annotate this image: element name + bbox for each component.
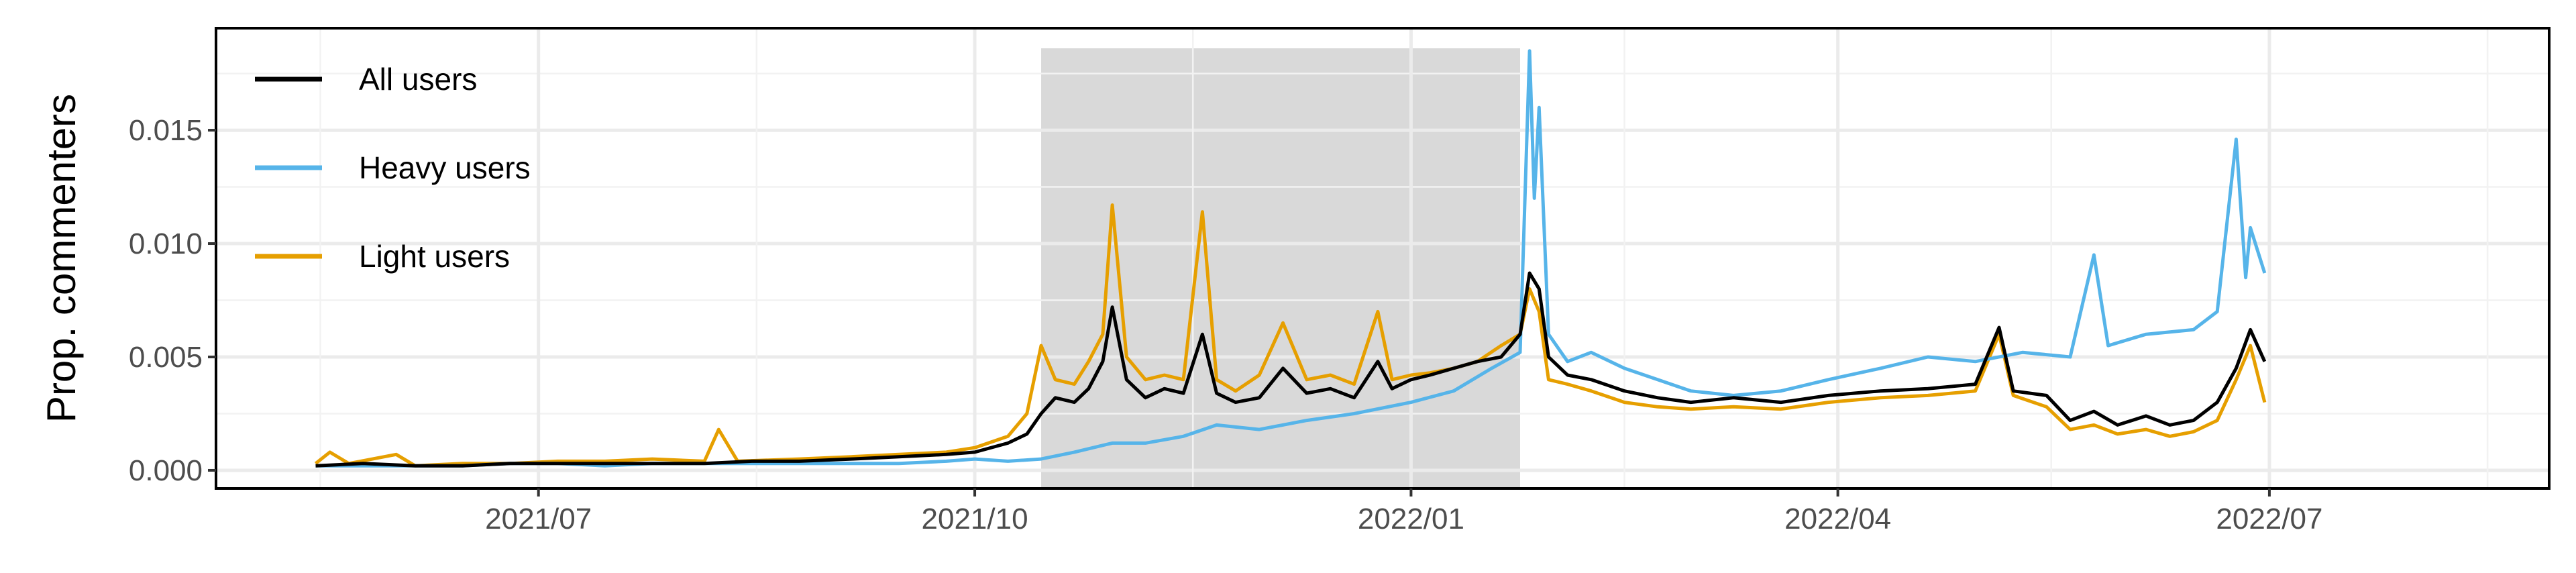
y-axis-title-group: Prop. commenters	[39, 94, 84, 423]
y-axis-title: Prop. commenters	[39, 94, 84, 423]
series-line-all-users	[315, 271, 2267, 468]
legend-label: Light users	[359, 239, 510, 274]
x-tick-label: 2021/07	[485, 503, 592, 535]
x-tick-label: 2022/04	[1784, 503, 1891, 535]
series-lines	[314, 49, 2267, 468]
x-tick-label: 2021/10	[922, 503, 1028, 535]
shaded-period	[1041, 48, 1521, 490]
plot-panel-border	[215, 27, 2551, 490]
legend-label: All users	[359, 62, 477, 97]
y-tick-label: 0.010	[129, 227, 203, 260]
series-line-heavy-users	[315, 49, 2267, 468]
y-tick-label: 0.015	[129, 114, 203, 147]
x-tick-label: 2022/07	[2216, 503, 2322, 535]
shaded-region-layer	[1041, 48, 1521, 490]
grid-lines	[216, 28, 2549, 488]
legend-label: Heavy users	[359, 150, 531, 185]
legend: All users Heavy users Light users	[255, 62, 531, 274]
y-tick-label: 0.000	[129, 454, 203, 487]
x-tick-label: 2022/01	[1358, 503, 1464, 535]
y-tick-label: 0.005	[129, 341, 203, 374]
axis-ticks: 0.000 0.005 0.010 0.015 2021/07 2021/10 2022/0…	[129, 114, 2323, 535]
